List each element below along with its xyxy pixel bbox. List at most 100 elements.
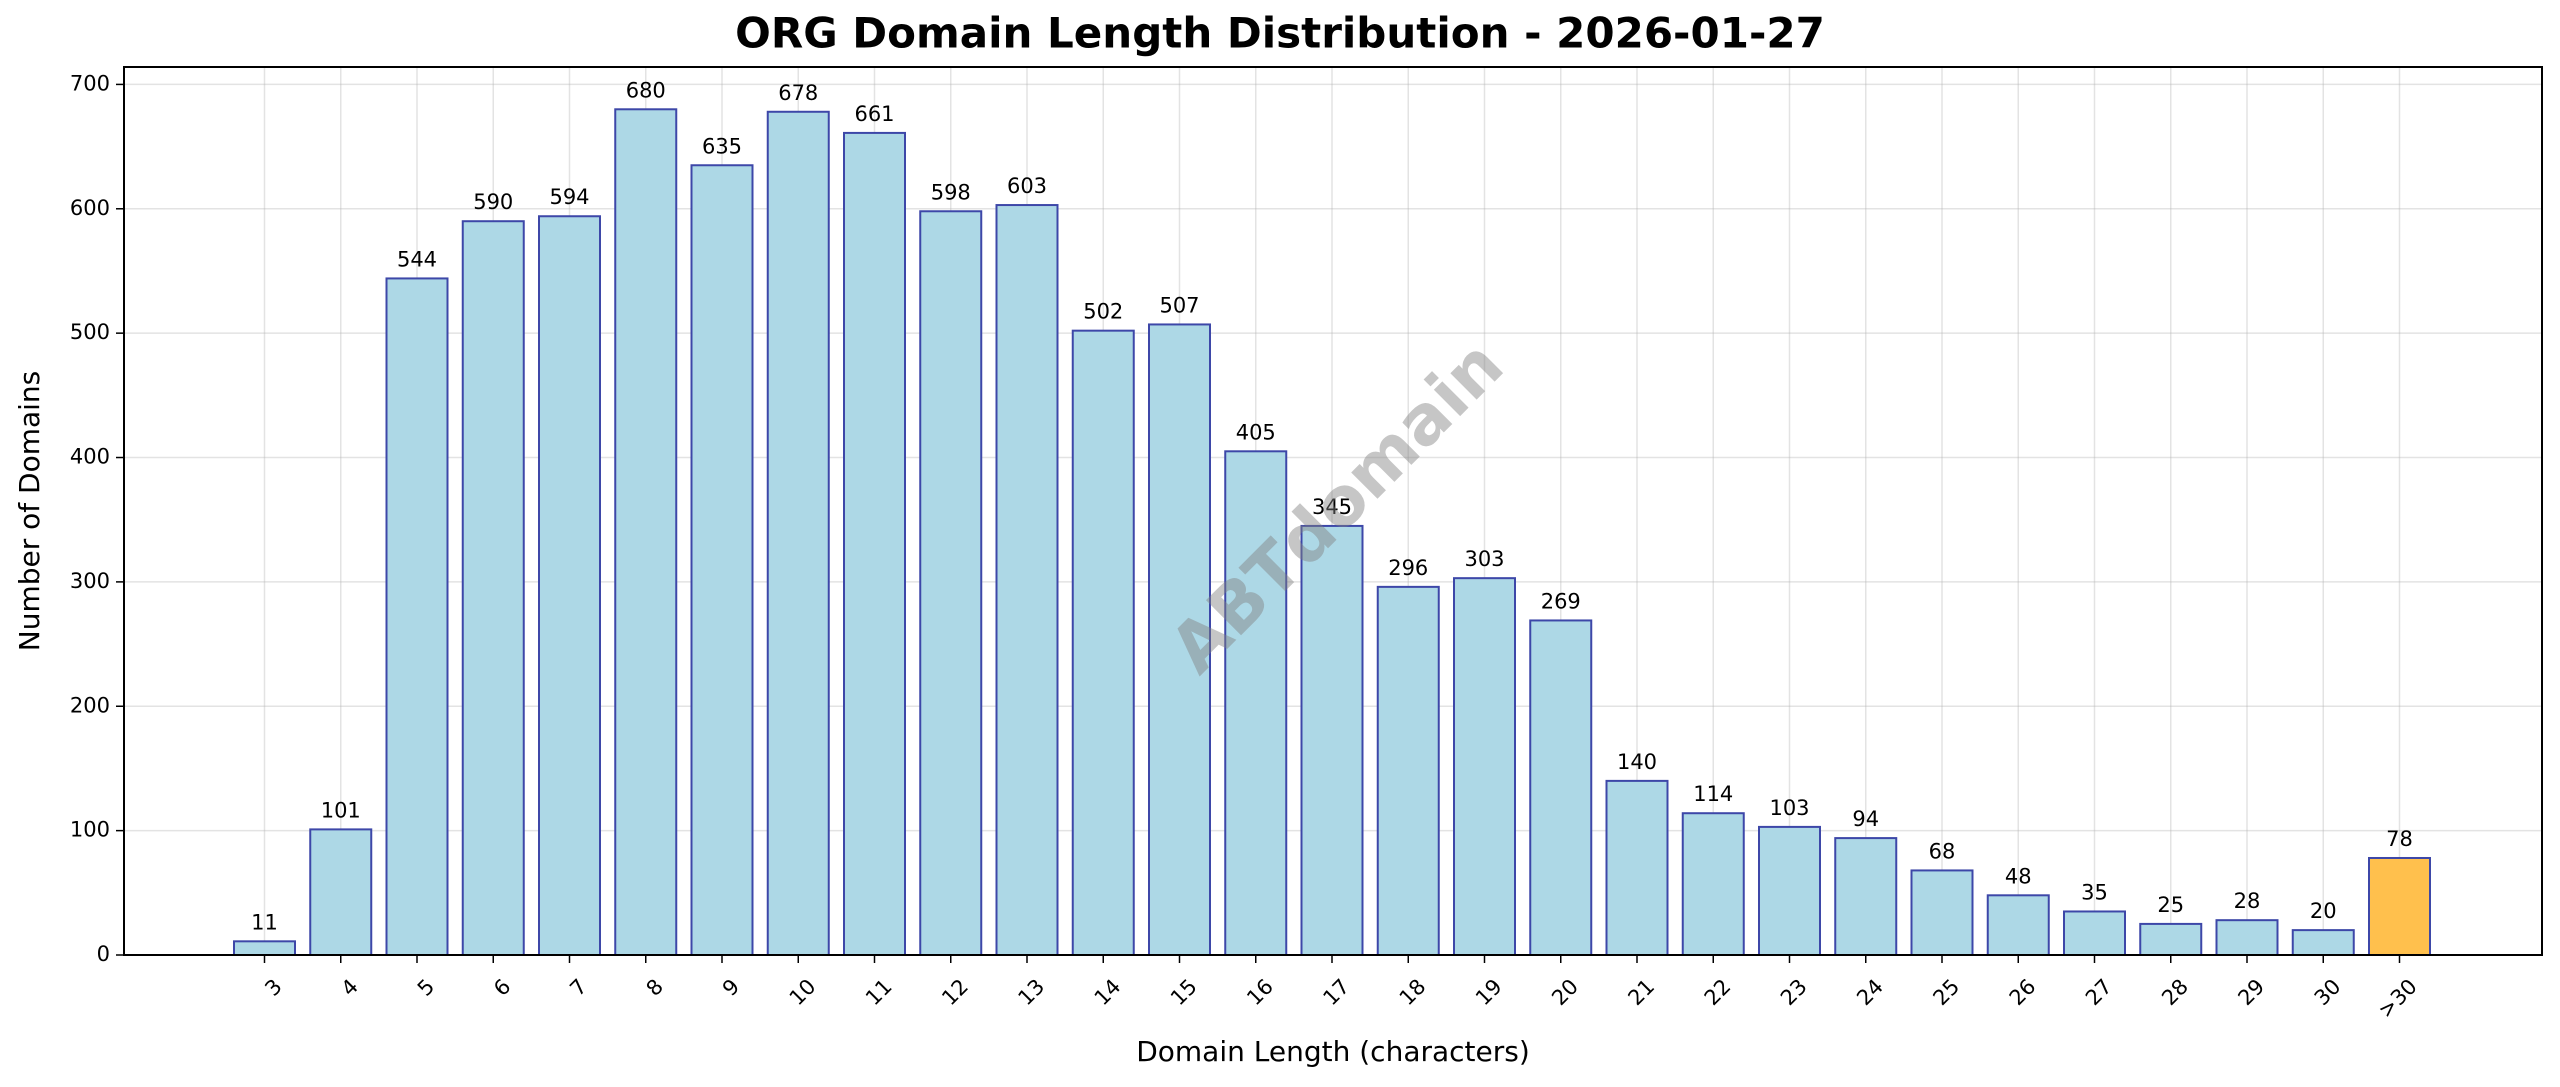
x-tick-label: 19 bbox=[1471, 974, 1507, 1010]
x-tick-label: 23 bbox=[1776, 974, 1812, 1010]
value-label: 296 bbox=[1388, 556, 1428, 580]
x-tick-label: 5 bbox=[413, 974, 439, 1000]
value-label: 269 bbox=[1541, 589, 1581, 613]
x-tick-label: 4 bbox=[337, 974, 363, 1000]
bar bbox=[1148, 323, 1211, 956]
x-tick-label: 6 bbox=[489, 974, 515, 1000]
value-label: 594 bbox=[549, 185, 589, 209]
value-label: 28 bbox=[2234, 889, 2261, 913]
bar bbox=[1300, 524, 1364, 956]
bar bbox=[919, 210, 983, 956]
bar bbox=[1071, 329, 1135, 956]
y-tick-label: 300 bbox=[70, 569, 110, 593]
bar bbox=[995, 204, 1059, 956]
y-axis-label: Number of Domains bbox=[13, 371, 46, 652]
value-label: 114 bbox=[1693, 782, 1733, 806]
bar bbox=[1529, 619, 1593, 956]
y-tick-label: 200 bbox=[70, 693, 110, 717]
bar bbox=[309, 828, 373, 956]
value-label: 94 bbox=[1852, 807, 1879, 831]
value-label: 502 bbox=[1083, 300, 1123, 324]
bar bbox=[614, 108, 678, 957]
bar bbox=[690, 164, 754, 957]
x-tick-label: 26 bbox=[2005, 974, 2041, 1010]
plot-frame bbox=[123, 66, 2543, 956]
bar bbox=[461, 220, 525, 956]
value-label: 680 bbox=[626, 78, 666, 102]
value-label: 35 bbox=[2081, 880, 2108, 904]
value-label: 101 bbox=[321, 798, 361, 822]
value-label: 25 bbox=[2157, 893, 2184, 917]
x-tick-label: 9 bbox=[718, 974, 744, 1000]
value-label: 544 bbox=[397, 247, 437, 271]
x-tick-label: 11 bbox=[861, 974, 897, 1010]
value-label: 635 bbox=[702, 134, 742, 158]
bar bbox=[1224, 450, 1288, 956]
y-tick-label: 400 bbox=[70, 445, 110, 469]
x-tick-label: 29 bbox=[2233, 974, 2269, 1010]
value-label: 48 bbox=[2005, 864, 2032, 888]
bar bbox=[2368, 856, 2431, 956]
y-tick-label: 700 bbox=[70, 71, 110, 95]
bar bbox=[1605, 779, 1669, 956]
y-tick-label: 100 bbox=[70, 818, 110, 842]
value-label: 68 bbox=[1929, 839, 1956, 863]
x-tick-label: 13 bbox=[1013, 974, 1049, 1010]
x-tick-label: 12 bbox=[937, 974, 973, 1010]
value-label: 603 bbox=[1007, 174, 1047, 198]
x-tick-label: 17 bbox=[1318, 974, 1354, 1010]
value-label: 103 bbox=[1769, 796, 1809, 820]
x-tick-label: 24 bbox=[1852, 974, 1888, 1010]
value-label: 11 bbox=[251, 910, 278, 934]
x-tick-label: 27 bbox=[2081, 974, 2117, 1010]
x-tick-label: 25 bbox=[1928, 974, 1964, 1010]
bar bbox=[385, 277, 449, 956]
bar bbox=[1910, 869, 1974, 957]
bar bbox=[1758, 825, 1821, 957]
x-tick-label: 3 bbox=[260, 974, 286, 1000]
value-label: 345 bbox=[1312, 495, 1352, 519]
x-axis-label: Domain Length (characters) bbox=[1136, 1035, 1530, 1068]
y-tick-label: 600 bbox=[70, 196, 110, 220]
chart-title: ORG Domain Length Distribution - 2026-01… bbox=[735, 9, 1825, 58]
bar bbox=[2215, 919, 2279, 956]
value-label: 590 bbox=[473, 190, 513, 214]
bar bbox=[2291, 929, 2355, 956]
bar bbox=[1834, 837, 1898, 956]
value-label: 598 bbox=[931, 180, 971, 204]
x-tick-label: 28 bbox=[2157, 974, 2193, 1010]
bar bbox=[2063, 910, 2126, 956]
bar bbox=[843, 131, 906, 957]
y-tick-label: 500 bbox=[70, 320, 110, 344]
value-label: 20 bbox=[2310, 899, 2337, 923]
x-tick-label: 7 bbox=[565, 974, 591, 1000]
bar bbox=[1986, 894, 2050, 957]
bar bbox=[538, 215, 601, 956]
value-label: 405 bbox=[1236, 420, 1276, 444]
x-tick-label: 8 bbox=[642, 974, 668, 1000]
bar bbox=[2139, 922, 2203, 957]
y-tick-label: 0 bbox=[97, 942, 110, 966]
value-label: 78 bbox=[2386, 827, 2413, 851]
x-tick-label: 21 bbox=[1623, 974, 1659, 1010]
x-tick-label: 30 bbox=[2310, 974, 2346, 1010]
x-tick-label: 10 bbox=[785, 974, 821, 1010]
bar bbox=[1681, 812, 1745, 957]
x-tick-label: 15 bbox=[1166, 974, 1202, 1010]
value-label: 678 bbox=[778, 81, 818, 105]
x-tick-label: 22 bbox=[1700, 974, 1736, 1010]
x-tick-label: 14 bbox=[1090, 974, 1126, 1010]
value-label: 303 bbox=[1464, 547, 1504, 571]
value-label: 661 bbox=[854, 102, 894, 126]
value-label: 140 bbox=[1617, 750, 1657, 774]
value-label: 507 bbox=[1159, 293, 1199, 317]
bar bbox=[766, 110, 830, 956]
x-tick-label: 18 bbox=[1395, 974, 1431, 1010]
x-tick-label: 20 bbox=[1547, 974, 1583, 1010]
x-tick-label: 16 bbox=[1242, 974, 1278, 1010]
bar bbox=[233, 940, 296, 957]
x-tick-label: >30 bbox=[2373, 974, 2421, 1022]
bar bbox=[1376, 585, 1440, 956]
bar bbox=[1453, 577, 1516, 956]
